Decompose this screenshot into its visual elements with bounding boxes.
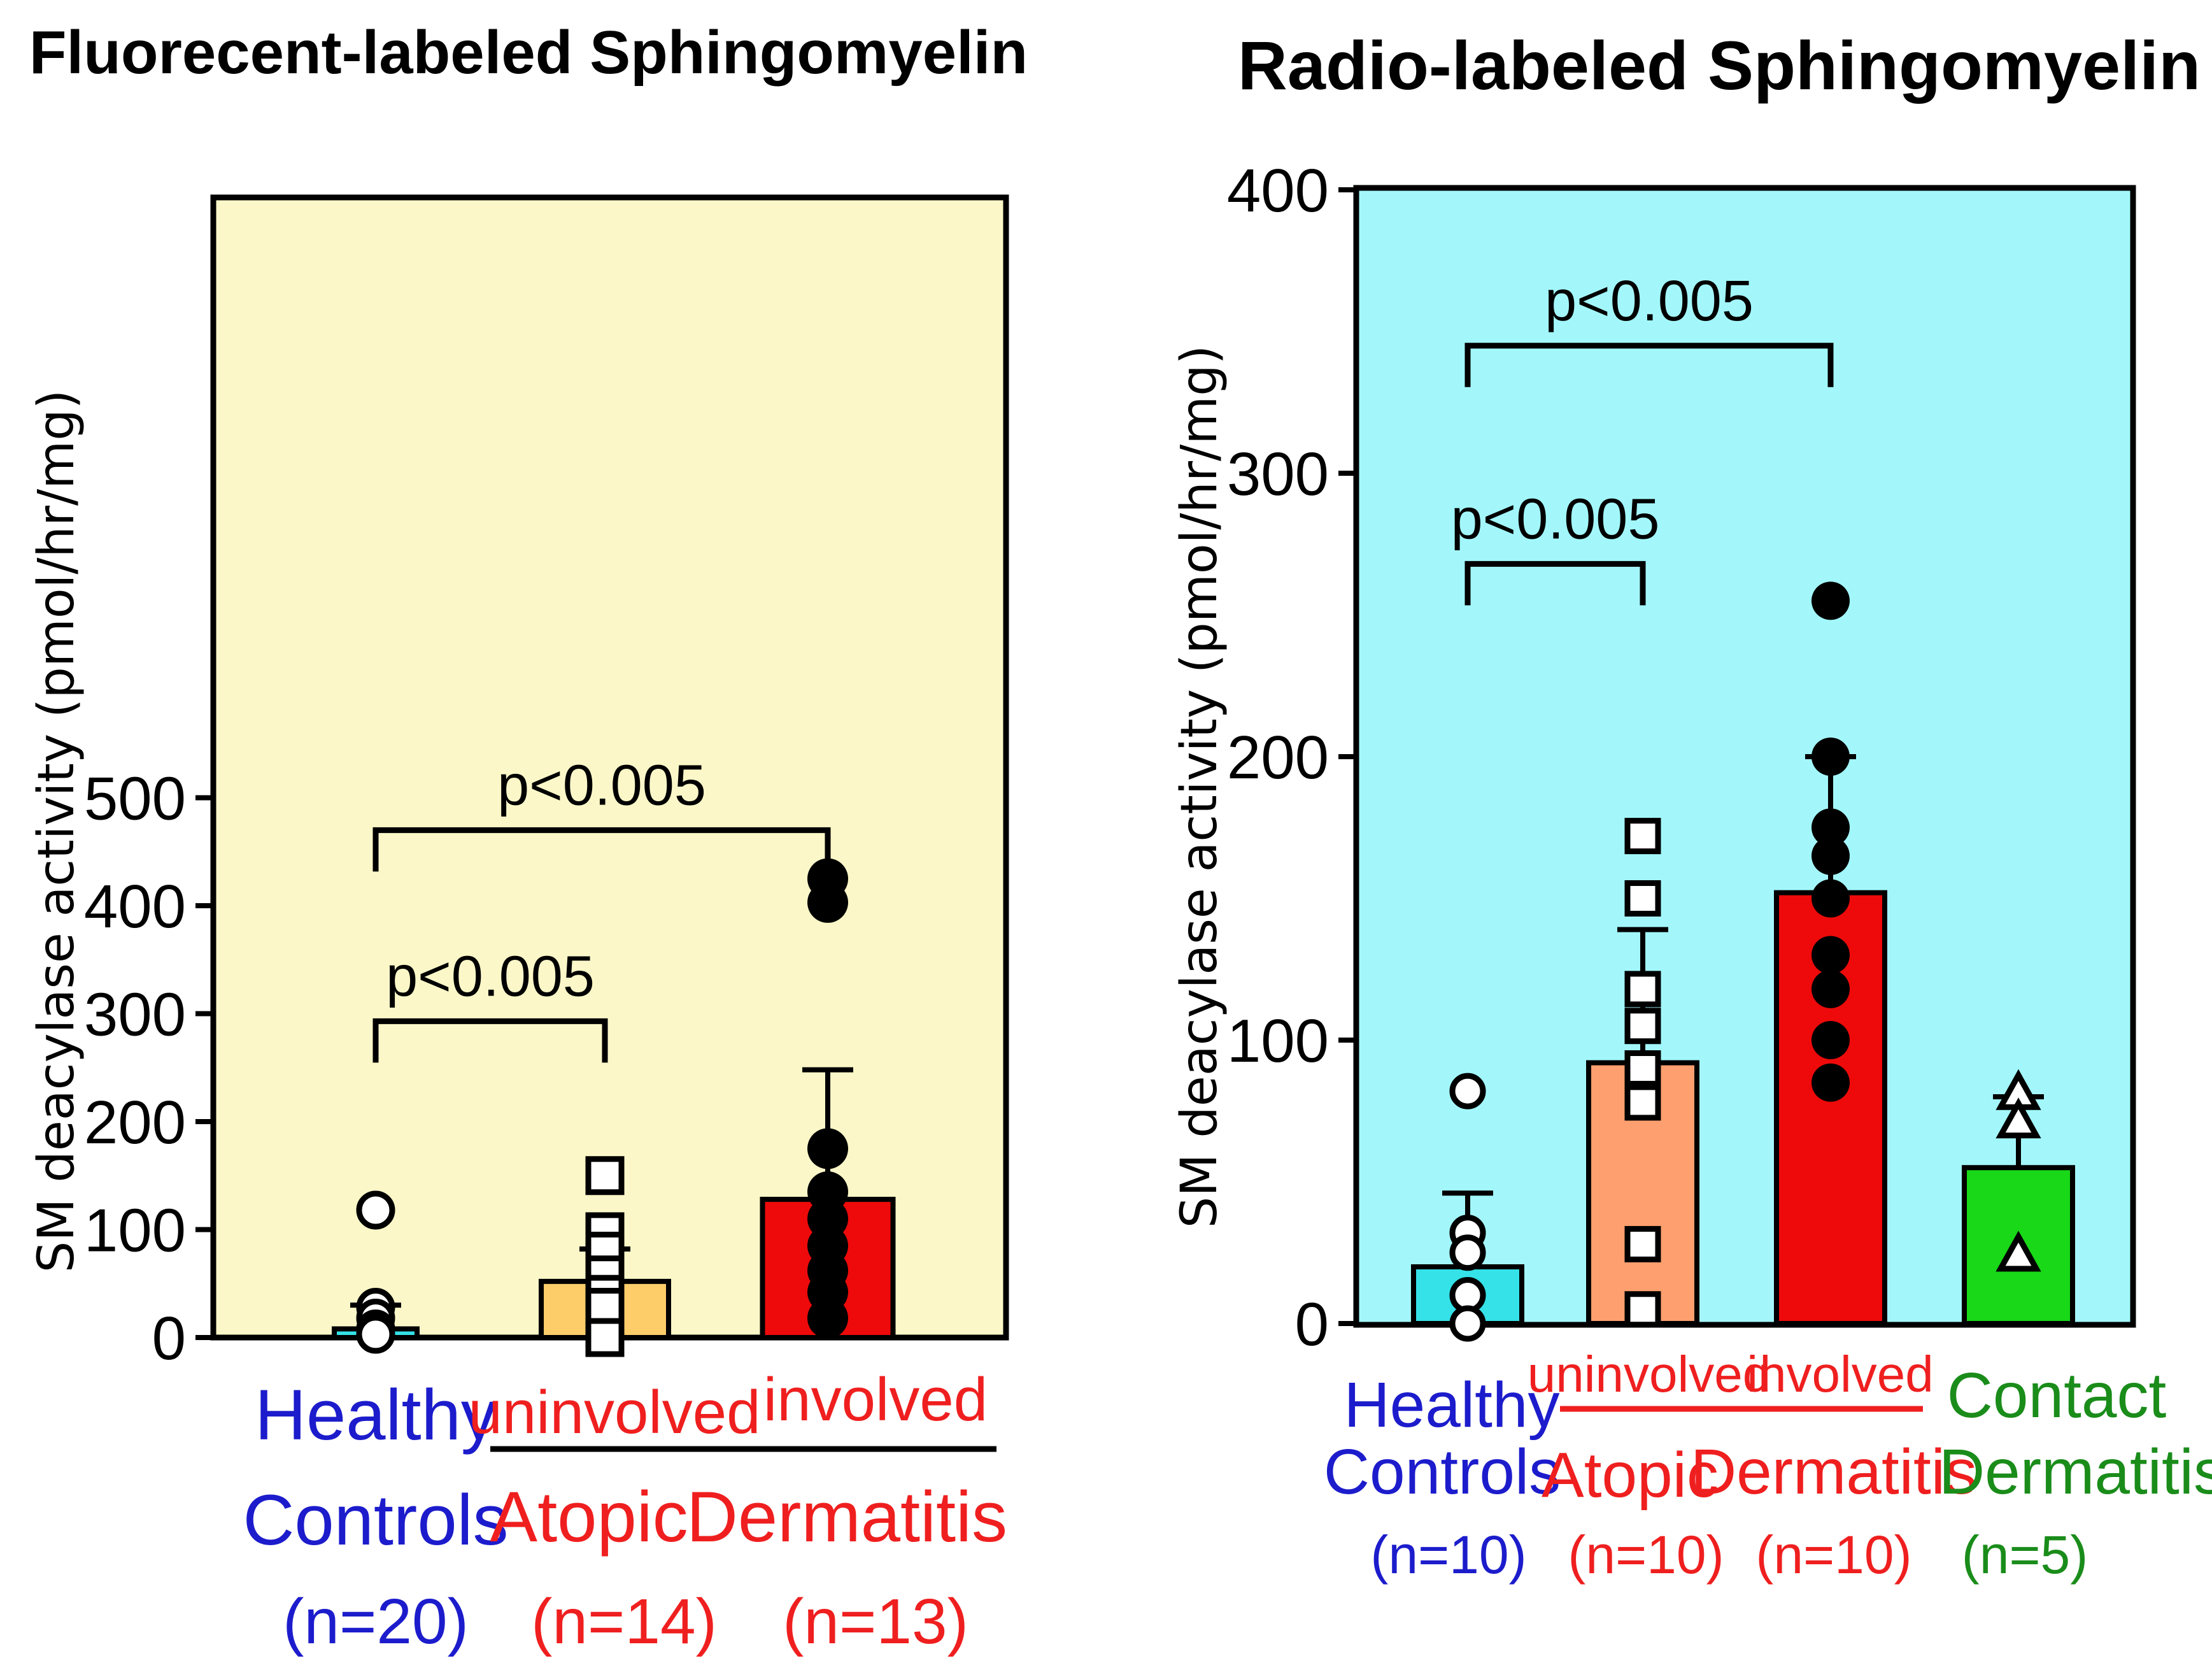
chart-right-ylabel: SM deacylase activity (pmol/hr/mg) xyxy=(1171,345,1228,1228)
y-tick-label: 0 xyxy=(1295,1290,1329,1359)
data-point xyxy=(1624,818,1661,855)
data-point xyxy=(1449,1234,1486,1271)
data-point xyxy=(1811,836,1850,875)
data-point xyxy=(1624,880,1661,917)
left-group-involved-label2: Dermatitis xyxy=(686,1477,1007,1557)
data-point xyxy=(1811,582,1850,620)
significance-bracket xyxy=(372,827,831,872)
left-group-uninvolved-label2: Atopic xyxy=(490,1477,688,1557)
y-tick-label: 100 xyxy=(1227,1007,1329,1075)
right-group-healthy-n: (n=10) xyxy=(1370,1525,1526,1585)
significance-label: p<0.005 xyxy=(1451,487,1660,551)
data-point xyxy=(1811,936,1850,974)
data-point xyxy=(1449,1073,1486,1110)
right-group-contact-label2: Dermatitis xyxy=(1939,1436,2212,1508)
right-group-healthy-label: Healthy xyxy=(1344,1369,1559,1441)
right-group-healthy-label2: Controls xyxy=(1324,1436,1561,1508)
data-point xyxy=(1996,1231,2041,1272)
y-tick-label: 400 xyxy=(84,873,186,941)
significance-bracket xyxy=(1464,560,1646,606)
chart-left-ylabel: SM deacylase activity (pmol/hr/mg) xyxy=(28,390,85,1273)
y-tick-label: 100 xyxy=(84,1197,186,1265)
data-point xyxy=(1624,1008,1661,1045)
data-point xyxy=(1811,738,1850,776)
data-point xyxy=(1811,969,1850,1008)
left-group-uninvolved-n: (n=14) xyxy=(531,1586,717,1657)
right-group-involved-n: (n=10) xyxy=(1755,1525,1911,1585)
left-group-healthy-label: Healthy xyxy=(255,1375,497,1455)
data-point xyxy=(585,1318,625,1357)
data-point xyxy=(807,1128,848,1169)
chart-right: Radio-labeled Sphingomyelin 0 100 200 300 40… xyxy=(1171,27,2212,1585)
y-tick-label: 400 xyxy=(1227,157,1329,225)
chart-right-title: Radio-labeled Sphingomyelin xyxy=(1238,27,2201,104)
significance-label: p<0.005 xyxy=(497,753,706,817)
significance-label: p<0.005 xyxy=(386,945,595,1008)
data-point xyxy=(356,1315,395,1354)
data-point xyxy=(1811,879,1850,918)
data-point xyxy=(1811,1063,1850,1102)
y-tick-label: 0 xyxy=(152,1304,186,1373)
data-point xyxy=(1624,1084,1661,1121)
chart-left: Fluorecent-labeled Sphingomyelin 0 100 200… xyxy=(28,18,1028,1657)
chart-left-plot-area xyxy=(210,194,1009,1341)
significance-bracket xyxy=(372,1018,608,1063)
right-group-contact-label: Contact xyxy=(1947,1360,2167,1431)
data-point xyxy=(1811,1021,1850,1059)
y-tick-label: 200 xyxy=(1227,724,1329,792)
right-group-contact-n: (n=5) xyxy=(1962,1525,2088,1585)
data-point xyxy=(807,881,848,923)
right-group-involved-label2: Dermatitis xyxy=(1691,1436,1977,1508)
y-tick-label: 200 xyxy=(84,1088,186,1157)
left-group-healthy-label2: Controls xyxy=(243,1480,508,1560)
right-group-uninvolved-label: uninvolved xyxy=(1528,1346,1771,1402)
data-point xyxy=(1624,1050,1661,1087)
chart-left-title: Fluorecent-labeled Sphingomyelin xyxy=(29,18,1028,87)
data-point xyxy=(1811,808,1850,847)
right-group-uninvolved-n: (n=10) xyxy=(1568,1525,1724,1585)
significance-bracket xyxy=(1464,343,1834,387)
data-point xyxy=(356,1190,395,1230)
left-group-uninvolved-label: uninvolved xyxy=(469,1378,761,1446)
left-group-involved-label: involved xyxy=(763,1366,988,1434)
data-point xyxy=(1624,1225,1661,1262)
y-tick-label: 300 xyxy=(1227,440,1329,508)
y-tick-label: 500 xyxy=(84,765,186,833)
data-point xyxy=(1624,1291,1661,1328)
data-point xyxy=(1624,971,1661,1008)
left-group-involved-n: (n=13) xyxy=(783,1586,968,1657)
left-group-healthy-n: (n=20) xyxy=(283,1586,469,1657)
significance-label: p<0.005 xyxy=(1545,269,1754,333)
data-point xyxy=(807,1297,848,1339)
right-group-uninvolved-label2: Atopic xyxy=(1542,1439,1719,1511)
right-group-involved-label: involved xyxy=(1747,1346,1934,1402)
data-point xyxy=(1996,1097,2041,1139)
y-tick-label: 300 xyxy=(84,981,186,1049)
data-point xyxy=(585,1156,625,1196)
data-point xyxy=(1449,1305,1486,1342)
